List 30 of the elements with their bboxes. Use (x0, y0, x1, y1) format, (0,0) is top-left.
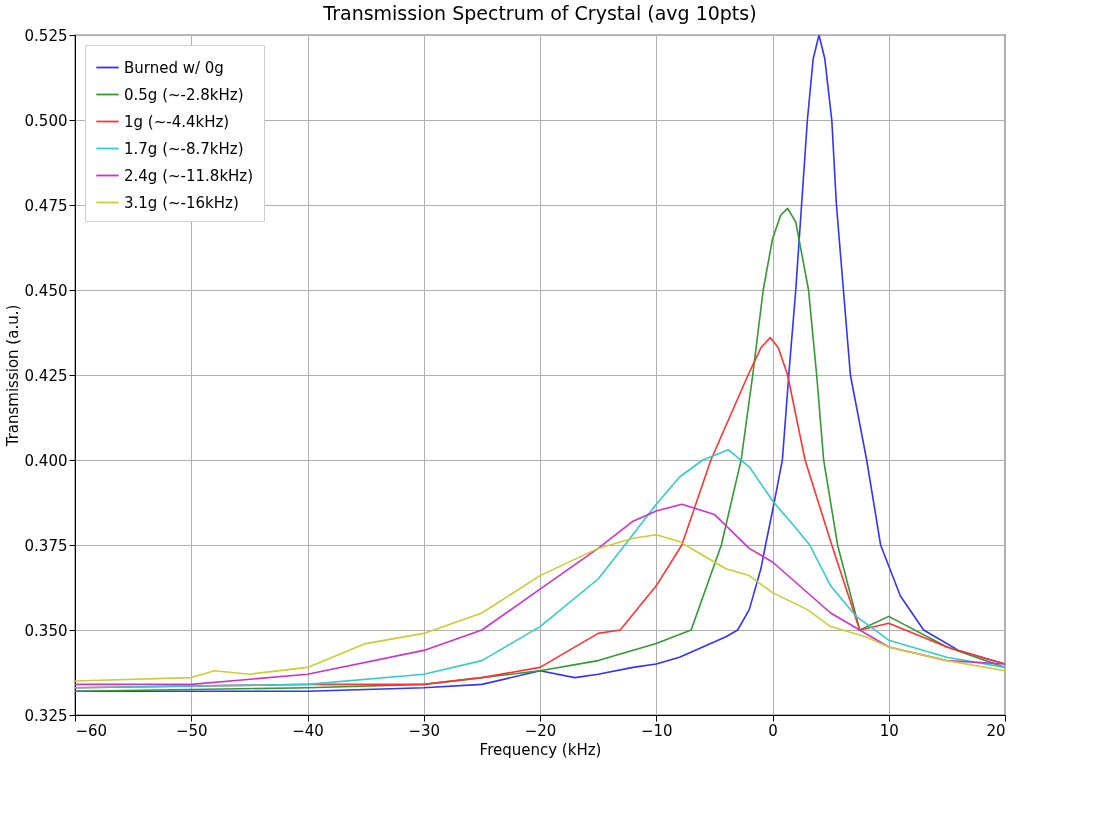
y-tick-label: 0.350 (24, 621, 68, 640)
chart-title: Transmission Spectrum of Crystal (avg 10pts) (322, 2, 757, 24)
x-tick-label: −10 (640, 721, 673, 740)
y-tick-label: 0.450 (24, 281, 68, 300)
x-tick-label: −30 (408, 721, 441, 740)
legend-label: 0.5g (~-2.8kHz) (124, 85, 244, 104)
legend-label: 2.4g (~-11.8kHz) (124, 166, 254, 185)
x-tick-label: 0 (768, 721, 778, 740)
y-tick-label: 0.525 (24, 26, 68, 45)
x-tick-label: 20 (986, 721, 1006, 740)
y-tick-label: 0.475 (24, 196, 68, 215)
line-series (75, 534, 1005, 682)
x-tick-label: 10 (879, 721, 899, 740)
x-axis-title: Frequency (kHz) (479, 740, 602, 759)
line-series (75, 503, 1005, 686)
x-tick-label: −50 (175, 721, 208, 740)
x-tick-label: −40 (292, 721, 324, 740)
y-axis-title: Transmission (a.u.) (3, 304, 22, 448)
y-tick-label: 0.500 (24, 111, 68, 130)
line-series (75, 449, 1005, 689)
legend-label: 1.7g (~-8.7kHz) (124, 139, 244, 158)
y-tick-label: 0.425 (24, 366, 68, 385)
y-tick-label: 0.375 (24, 536, 68, 555)
y-tick-label: 0.325 (24, 706, 68, 725)
legend-label: 3.1g (~-16kHz) (124, 193, 239, 212)
x-tick-label: −60 (75, 721, 108, 740)
x-tick-label: −20 (524, 721, 557, 740)
legend-label: Burned w/ 0g (124, 58, 224, 77)
legend-label: 1g (~-4.4kHz) (124, 112, 230, 131)
y-tick-label: 0.400 (24, 451, 68, 470)
